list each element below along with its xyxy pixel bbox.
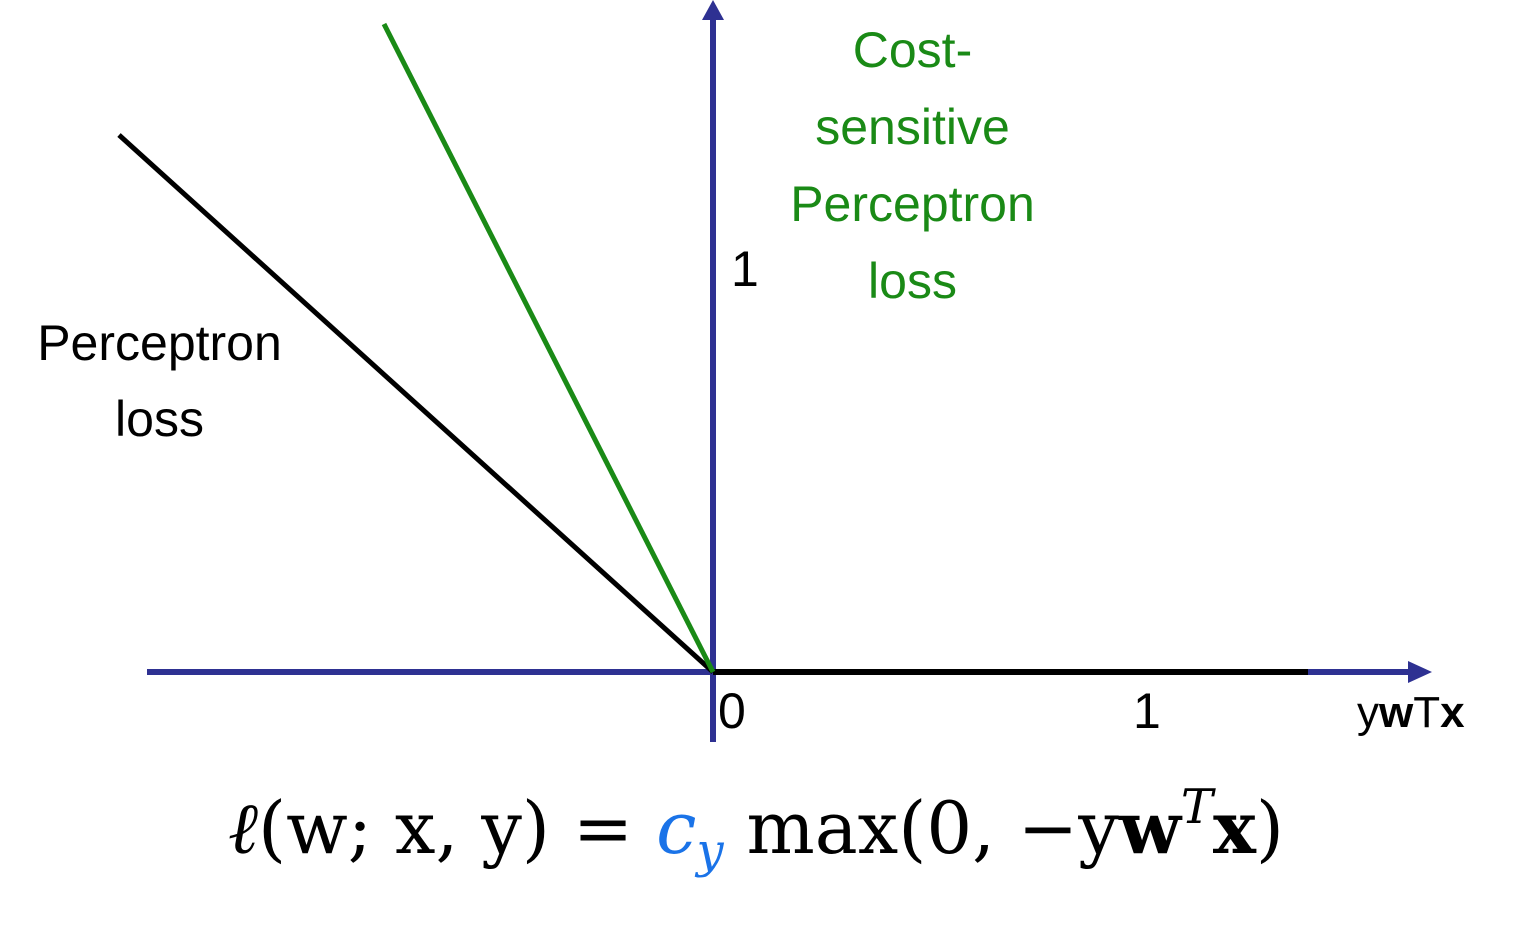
perceptron-label-line: loss (115, 391, 204, 447)
equation-x: x (1212, 785, 1256, 870)
cost-sensitive-label-line: loss (868, 253, 957, 309)
x-axis-arrowhead (1408, 661, 1432, 683)
equation-close: ) (1255, 786, 1284, 870)
cost-sensitive-loss-label: Cost- sensitive Perceptron loss (760, 12, 1065, 320)
cost-sensitive-label-line: Cost- (852, 22, 973, 78)
equation-args: (w; x, y) = (258, 786, 657, 870)
equation-w: w (1118, 785, 1181, 870)
x-tick-origin: 0 (718, 683, 746, 739)
perceptron-loss-linear-segment (117, 133, 715, 674)
cost-sensitive-label-line: Perceptron (790, 176, 1035, 232)
cost-sensitive-label-line: sensitive (815, 99, 1010, 155)
perceptron-label-line: Perceptron (37, 315, 282, 371)
x-axis-label-t: T (1413, 688, 1441, 737)
x-axis-label-y: y (1357, 688, 1379, 737)
equation-tail: max(0, −y (723, 786, 1119, 870)
y-tick-one: 1 (731, 241, 759, 297)
equation-transpose: T (1180, 779, 1213, 835)
x-axis-label-w: w (1379, 688, 1414, 737)
x-tick-one: 1 (1133, 683, 1161, 739)
perceptron-loss-label: Perceptron loss (2, 305, 317, 457)
cost-sensitive-loss-segment (381, 22, 716, 674)
equation-coefficient-c: c (656, 786, 697, 870)
equation-coefficient-subscript: y (696, 823, 724, 879)
equation-ell: ℓ (228, 786, 258, 870)
x-axis-label-x: x (1440, 688, 1465, 737)
y-axis-arrowhead (702, 0, 724, 20)
equation-coefficient: cy (656, 786, 723, 875)
x-axis-label: ywTx (1357, 691, 1465, 735)
loss-equation: ℓ(w; x, y) = cy max(0, −ywTx) (228, 783, 1284, 875)
